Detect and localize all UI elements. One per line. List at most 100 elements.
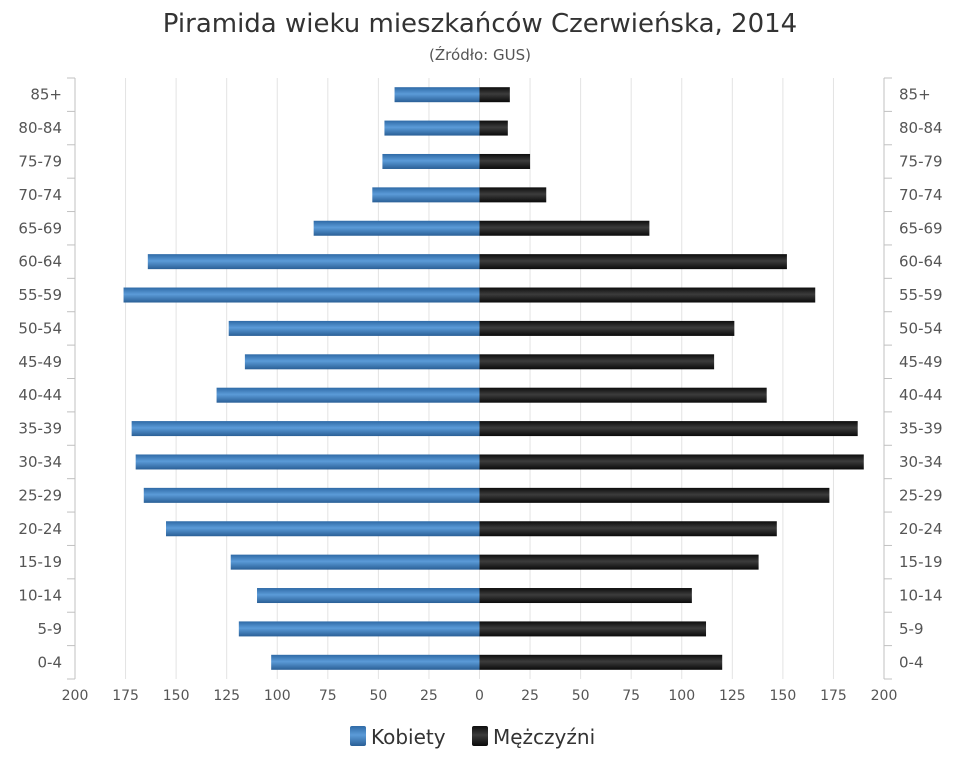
category-label: 80-84	[899, 119, 943, 137]
category-label: 40-44	[899, 386, 943, 404]
axes	[67, 77, 892, 680]
x-tick-label: 25	[521, 688, 539, 704]
category-label: 40-44	[18, 386, 62, 404]
category-label: 60-64	[899, 253, 943, 271]
x-tick-label: 100	[668, 688, 695, 704]
bar-kobiety[interactable]	[216, 387, 480, 403]
x-tick-label: 50	[572, 688, 590, 704]
bar-kobiety[interactable]	[166, 521, 480, 537]
category-label: 65-69	[899, 219, 943, 237]
category-label: 85+	[30, 86, 62, 104]
category-label: 35-39	[18, 420, 62, 438]
x-tick-label: 175	[112, 688, 139, 704]
bar-mezczyzni[interactable]	[479, 187, 547, 203]
bars	[123, 87, 864, 670]
chart-subtitle: (Źródło: GUS)	[429, 45, 531, 64]
category-label: 20-24	[18, 520, 62, 538]
x-tick-label: 125	[213, 688, 240, 704]
category-label: 50-54	[18, 319, 62, 337]
bar-kobiety[interactable]	[131, 421, 480, 437]
category-label: 65-69	[18, 219, 62, 237]
bar-kobiety[interactable]	[147, 254, 480, 270]
x-tick-label: 200	[62, 688, 89, 704]
x-tick-label: 125	[719, 688, 746, 704]
category-label: 10-14	[899, 587, 943, 605]
x-tick-label: 150	[770, 688, 797, 704]
bar-mezczyzni[interactable]	[479, 554, 759, 570]
category-label: 70-74	[899, 186, 943, 204]
chart-title: Piramida wieku mieszkańców Czerwieńska, …	[163, 9, 797, 39]
bar-mezczyzni[interactable]	[479, 521, 777, 537]
bar-mezczyzni[interactable]	[479, 588, 692, 604]
bar-mezczyzni[interactable]	[479, 87, 510, 103]
category-label: 85+	[899, 86, 931, 104]
bar-mezczyzni[interactable]	[479, 387, 767, 403]
legend-item-kobiety[interactable]: Kobiety	[350, 725, 446, 749]
x-tick-label: 100	[264, 688, 291, 704]
bar-mezczyzni[interactable]	[479, 287, 816, 303]
category-label: 10-14	[18, 587, 62, 605]
bar-kobiety[interactable]	[257, 588, 480, 604]
bar-mezczyzni[interactable]	[479, 621, 707, 637]
bar-kobiety[interactable]	[143, 487, 480, 503]
bar-kobiety[interactable]	[123, 287, 480, 303]
category-labels-left: 85+ 80-84 75-79 70-74 65-69 60-64 55-59 50-54 45…	[18, 86, 62, 672]
bar-kobiety[interactable]	[238, 621, 480, 637]
bar-mezczyzni[interactable]	[479, 153, 531, 169]
category-label: 30-34	[899, 453, 943, 471]
legend-swatch-kobiety	[350, 726, 366, 746]
category-label: 45-49	[899, 353, 943, 371]
category-label: 20-24	[899, 520, 943, 538]
category-label: 15-19	[899, 553, 943, 571]
x-tick-label: 50	[369, 688, 387, 704]
bar-kobiety[interactable]	[271, 654, 480, 670]
bar-mezczyzni[interactable]	[479, 487, 830, 503]
bar-kobiety[interactable]	[394, 87, 480, 103]
bar-mezczyzni[interactable]	[479, 421, 858, 437]
category-label: 5-9	[899, 620, 924, 638]
category-label: 75-79	[899, 152, 943, 170]
bar-mezczyzni[interactable]	[479, 454, 864, 470]
category-label: 70-74	[18, 186, 62, 204]
bar-mezczyzni[interactable]	[479, 220, 650, 236]
category-label: 5-9	[38, 620, 63, 638]
bar-mezczyzni[interactable]	[479, 120, 508, 136]
category-label: 0-4	[38, 653, 63, 671]
bar-mezczyzni[interactable]	[479, 320, 735, 336]
category-label: 55-59	[899, 286, 943, 304]
x-tick-label: 175	[820, 688, 847, 704]
x-tick-label: 200	[871, 688, 898, 704]
bar-mezczyzni[interactable]	[479, 254, 787, 270]
bar-mezczyzni[interactable]	[479, 354, 715, 370]
category-label: 80-84	[18, 119, 62, 137]
bar-kobiety[interactable]	[135, 454, 480, 470]
category-label: 55-59	[18, 286, 62, 304]
x-tick-label: 75	[319, 688, 337, 704]
category-label: 25-29	[18, 486, 62, 504]
bar-kobiety[interactable]	[228, 320, 480, 336]
legend-item-mezczyzni[interactable]: Mężczyźni	[472, 725, 595, 749]
bar-kobiety[interactable]	[384, 120, 480, 136]
category-label: 35-39	[899, 420, 943, 438]
category-label: 50-54	[899, 319, 943, 337]
bar-kobiety[interactable]	[230, 554, 480, 570]
bar-kobiety[interactable]	[313, 220, 480, 236]
category-label: 25-29	[899, 486, 943, 504]
x-tick-label: 150	[163, 688, 190, 704]
legend: Kobiety Mężczyźni	[350, 725, 595, 749]
legend-swatch-mezczyzni	[472, 726, 488, 746]
category-label: 30-34	[18, 453, 62, 471]
bar-kobiety[interactable]	[244, 354, 480, 370]
bar-kobiety[interactable]	[382, 153, 480, 169]
x-tick-label: 0	[475, 688, 484, 704]
category-label: 15-19	[18, 553, 62, 571]
x-tick-labels: 200 175 150 125 100 75 50 25 0 25 50 75 100 125 150 175…	[62, 688, 898, 704]
bar-mezczyzni[interactable]	[479, 654, 723, 670]
category-label: 75-79	[18, 152, 62, 170]
legend-label-kobiety: Kobiety	[371, 725, 446, 749]
bar-kobiety[interactable]	[372, 187, 480, 203]
x-tick-label: 25	[420, 688, 438, 704]
legend-label-mezczyzni: Mężczyźni	[493, 725, 595, 749]
category-label: 45-49	[18, 353, 62, 371]
